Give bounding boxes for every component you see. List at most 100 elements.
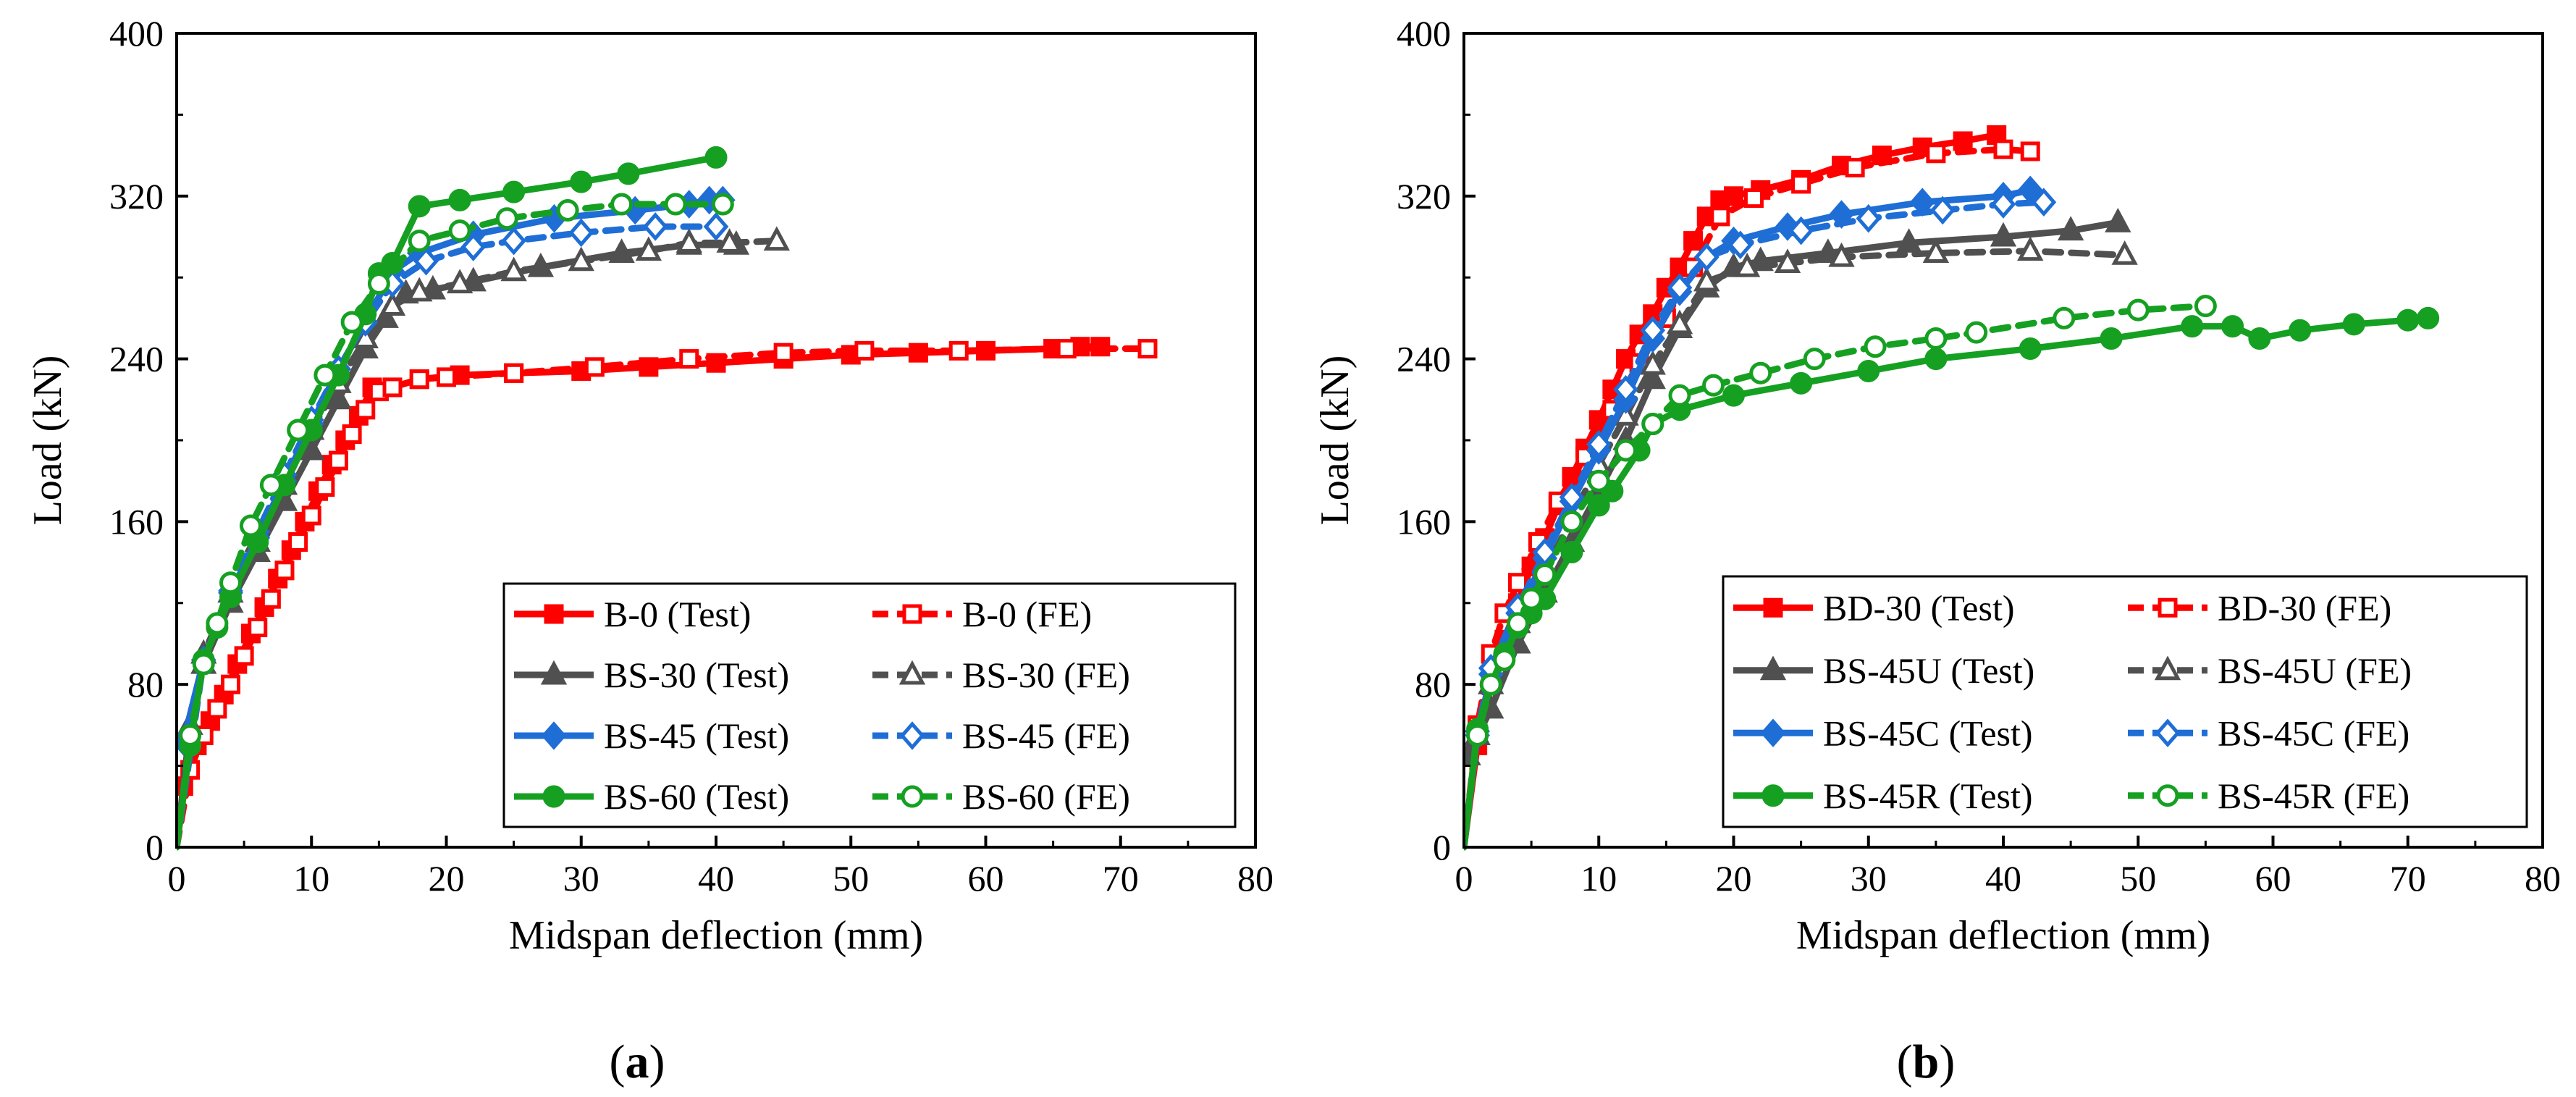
data-point [2105,208,2131,232]
data-point [315,477,335,497]
data-point [207,699,227,719]
legend-swatch-marker [544,604,564,624]
data-point [1693,243,1720,272]
data-point [1702,374,1725,397]
legend-label: B-0 (Test) [604,594,751,634]
legend-swatch-marker [2156,784,2179,807]
data-point [1965,321,1988,344]
data-point [239,514,262,537]
legend-entry-bs-45r-test: BS-45R (Test) [1733,776,2033,816]
data-point [288,532,308,552]
data-point [408,195,431,218]
data-point [301,505,321,526]
data-point [408,230,431,253]
legend-swatch-marker [540,660,568,685]
legend-entry-bs-60-test: BS-60 (Test) [514,776,789,817]
data-point [1508,573,1528,593]
legend: B-0 (Test) B-0 (FE) BS-30 (Test) BS-30 (FE)… [502,582,1237,828]
data-point [664,193,687,216]
data-point [406,277,433,302]
data-point [711,193,734,216]
data-point [502,180,526,203]
data-point [568,246,594,272]
data-point [342,424,362,445]
data-point [675,228,702,253]
data-point [1790,371,1813,395]
legend-entry-bs-60-fe: BS-60 (FE) [872,776,1130,817]
legend-swatch-marker [1759,655,1787,681]
legend-swatch-marker [1761,784,1785,807]
data-point [379,291,406,316]
legend-swatch-marker [1760,718,1786,748]
data-point [2248,327,2271,350]
legend-swatch-marker [1763,597,1783,618]
data-point [313,363,337,387]
legend-entry-bs-45c-test: BS-45C (Test) [1733,713,2033,753]
x-tick-label: 50 [2120,858,2156,899]
data-point [1560,510,1583,533]
data-point [2417,306,2440,329]
y-tick-label: 240 [109,339,164,379]
data-point [206,612,229,635]
data-point [1828,242,1855,267]
data-point [1693,266,1720,292]
x-tick-label: 50 [833,858,869,899]
data-point [1479,673,1502,696]
data-point [1533,563,1557,586]
panel-label: (b) [1897,1035,1956,1088]
legend-label: BS-45C (FE) [2218,713,2409,753]
data-point [1953,131,1973,151]
data-point [773,342,794,363]
x-tick-label: 30 [563,858,599,899]
y-tick-label: 400 [109,13,164,54]
y-tick-label: 80 [127,664,164,705]
legend-swatch-marker [541,721,567,750]
legend-swatch-marker [898,660,926,685]
legend-label: BS-45 (FE) [962,715,1130,756]
data-point [1493,648,1516,671]
data-point [1666,309,1693,335]
legend: BD-30 (Test) BD-30 (FE) BS-45U (Test) BS-45… [1722,575,2528,828]
data-point [1559,482,1585,512]
data-point [192,652,215,676]
data-point [2053,306,2076,329]
x-axis-title: Midspan deflection (mm) [509,913,923,958]
data-point [1924,348,1948,371]
chart-panel-b: 0 10 20 30 40 50 60 70 80 0 80 160 240 320 400 Midspan … [1313,13,2561,1088]
data-point [1587,469,1610,492]
data-point [248,618,268,638]
data-point [2019,337,2042,361]
data-point [1733,252,1761,277]
legend-entry-bs-45u-fe: BS-45U (FE) [2128,650,2412,691]
legend-box [502,582,1237,828]
data-point [1640,316,1666,345]
legend-entry-bs-45-fe: BS-45 (FE) [872,715,1130,756]
data-point [1507,612,1529,635]
data-point [2221,315,2244,338]
y-tick-label: 320 [1397,176,1451,217]
data-point [261,589,281,609]
data-point [610,193,634,216]
data-point [1587,494,1610,517]
y-tick-label: 0 [146,827,164,867]
x-tick-label: 10 [293,858,329,899]
legend-swatch-marker [2155,718,2181,748]
data-point [2194,295,2217,318]
data-point [556,198,579,222]
data-point [1668,384,1691,407]
x-tick-label: 40 [698,858,734,899]
legend-swatch-marker [542,785,565,808]
data-point [1683,231,1704,251]
data-point [703,212,729,241]
data-point [1788,216,1814,245]
legend-entry-bs-45c-fe: BS-45C (FE) [2128,713,2409,753]
data-point [568,218,594,248]
data-point [2289,319,2312,342]
data-point [2017,236,2044,261]
data-point [617,162,640,185]
data-point [2111,240,2138,265]
data-point [1056,339,1077,359]
series-b-0-fe [177,339,1158,851]
data-point [1724,186,1743,206]
legend-swatch-marker [2154,655,2181,681]
